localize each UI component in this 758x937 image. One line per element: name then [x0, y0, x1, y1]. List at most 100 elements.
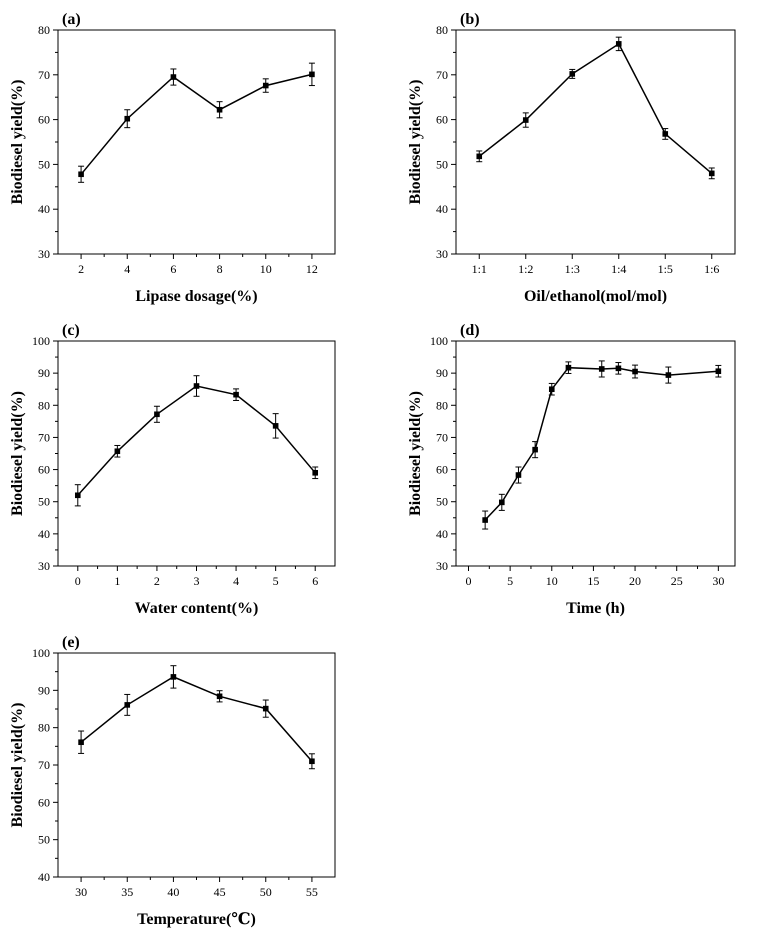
x-tick-label: 30 [712, 574, 724, 588]
chart-panel: 40 50 60 70 80 90 100 30 35 40 45 50 55 (e) Temperatur… [9, 634, 336, 928]
data-point [565, 364, 572, 371]
y-tick-label: 40 [38, 870, 50, 884]
y-tick-label: 80 [436, 398, 448, 412]
data-point [615, 365, 622, 372]
y-tick-label: 30 [436, 247, 448, 261]
y-tick-label: 30 [436, 559, 448, 573]
x-tick-label: 50 [260, 885, 272, 899]
data-point [632, 368, 638, 375]
series-line [80, 676, 313, 762]
chart-panel: 30 40 50 60 70 80 1:1 1:2 1:3 1:4 1:5 1:6 (b) Oil/eth… [407, 11, 736, 305]
data-point [78, 171, 84, 178]
data-point [78, 739, 84, 746]
series-line [478, 42, 713, 174]
x-tick-label: 40 [167, 885, 179, 899]
chart-panel: 30 40 50 60 70 80 90 100 0 1 2 3 4 5 6 (c) Water content… [9, 322, 336, 617]
data-point [154, 411, 160, 418]
y-tick-label: 30 [38, 247, 50, 261]
y-tick-label: 80 [436, 23, 448, 37]
x-tick-label: 1:1 [472, 262, 487, 276]
x-tick-label: 0 [465, 574, 471, 588]
chart-panel: 30 40 50 60 70 80 2 4 6 8 10 12 (a) Lipase dosage(%) B… [9, 11, 336, 305]
data-point [170, 74, 177, 80]
data-point [216, 693, 223, 700]
data-point [124, 702, 131, 708]
data-point [548, 386, 555, 393]
y-tick-label: 80 [38, 721, 50, 735]
data-point [272, 423, 279, 429]
data-point [515, 472, 522, 478]
x-axis-title: Water content(%) [135, 600, 259, 617]
x-tick-label: 30 [75, 885, 87, 899]
panel-label: (a) [62, 11, 81, 28]
data-point [615, 41, 622, 47]
y-tick-label: 70 [38, 430, 50, 444]
data-point [309, 758, 315, 765]
x-tick-label: 10 [260, 262, 272, 276]
y-tick-label: 70 [436, 430, 448, 444]
y-tick-label: 100 [32, 334, 50, 348]
data-point [665, 372, 672, 378]
panel-label: (d) [460, 322, 480, 339]
x-tick-label: 1:4 [611, 262, 626, 276]
data-point [233, 391, 239, 398]
x-tick-label: 0 [75, 574, 81, 588]
y-tick-label: 90 [38, 683, 50, 697]
x-tick-label: 6 [312, 574, 318, 588]
plot-frame [57, 340, 336, 567]
x-tick-label: 10 [546, 574, 558, 588]
data-point [262, 82, 269, 89]
data-point [522, 117, 529, 123]
y-tick-label: 100 [32, 646, 50, 660]
data-point [532, 446, 538, 453]
data-point [715, 368, 722, 375]
panel-label: (e) [62, 634, 80, 651]
data-point [114, 448, 121, 455]
y-tick-label: 40 [436, 202, 448, 216]
y-tick-label: 90 [436, 366, 448, 380]
x-tick-label: 45 [214, 885, 226, 899]
x-tick-label: 2 [78, 262, 84, 276]
x-tick-label: 1:5 [658, 262, 673, 276]
y-tick-label: 100 [430, 334, 448, 348]
y-axis-title: Biodiesel yield(%) [9, 391, 26, 516]
y-axis-title: Biodiesel yield(%) [9, 80, 26, 205]
data-point [662, 131, 669, 137]
data-point [476, 153, 483, 160]
y-tick-label: 50 [436, 495, 448, 509]
y-tick-label: 60 [38, 795, 50, 809]
x-tick-label: 8 [217, 262, 223, 276]
x-axis-title: Lipase dosage(%) [135, 288, 257, 305]
y-tick-label: 90 [38, 366, 50, 380]
x-tick-label: 1:6 [704, 262, 719, 276]
data-point [598, 366, 605, 372]
data-point [569, 71, 576, 77]
y-tick-label: 40 [38, 202, 50, 216]
data-point [193, 383, 200, 389]
y-tick-label: 50 [38, 495, 50, 509]
series-line [80, 73, 313, 175]
y-tick-label: 80 [38, 398, 50, 412]
y-tick-label: 70 [436, 68, 448, 82]
data-point [309, 71, 315, 78]
chart-panel: 30 40 50 60 70 80 90 100 0 5 10 15 20 25 30 (d) Time (h)… [407, 322, 736, 617]
plot-frame [455, 340, 736, 567]
data-point [499, 499, 505, 506]
panel-label: (b) [460, 11, 480, 28]
x-axis-title: Temperature(℃) [137, 911, 256, 928]
x-tick-label: 55 [306, 885, 318, 899]
x-axis-title: Time (h) [566, 600, 625, 617]
data-point [262, 705, 269, 712]
y-tick-label: 60 [38, 113, 50, 127]
plot-frame [57, 29, 336, 255]
x-tick-label: 5 [507, 574, 513, 588]
series-line [77, 385, 316, 496]
y-tick-label: 60 [436, 463, 448, 477]
y-tick-label: 60 [436, 113, 448, 127]
data-point [170, 674, 177, 680]
series-line [484, 366, 719, 521]
x-tick-label: 25 [671, 574, 683, 588]
x-tick-label: 12 [306, 262, 318, 276]
x-tick-label: 5 [273, 574, 279, 588]
